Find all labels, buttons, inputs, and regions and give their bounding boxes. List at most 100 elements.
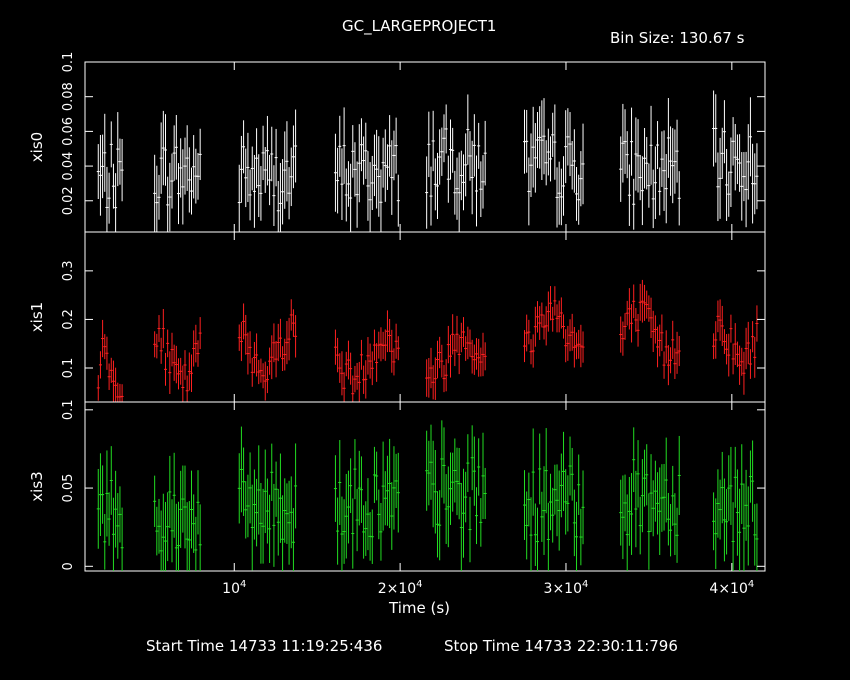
data-point bbox=[246, 332, 250, 375]
data-point bbox=[109, 121, 113, 168]
data-point bbox=[161, 493, 165, 571]
data-point bbox=[457, 447, 461, 520]
data-point bbox=[559, 297, 563, 329]
data-point bbox=[252, 341, 256, 374]
data-point bbox=[385, 310, 389, 353]
data-point bbox=[289, 476, 293, 549]
data-point bbox=[161, 110, 165, 186]
data-point bbox=[283, 478, 287, 543]
data-point bbox=[538, 106, 542, 169]
y-axis-label: xis3 bbox=[28, 471, 46, 501]
data-point bbox=[362, 505, 366, 559]
data-point bbox=[257, 445, 261, 535]
data-point bbox=[181, 365, 185, 402]
data-point bbox=[185, 125, 189, 191]
panel-xis1: 0.1 0.2 0.3 xis1 bbox=[28, 231, 766, 403]
data-point bbox=[625, 300, 629, 326]
data-point bbox=[744, 151, 748, 228]
data-point bbox=[153, 475, 157, 527]
data-point bbox=[429, 424, 433, 500]
data-point bbox=[627, 288, 631, 330]
x-tick-label: 104 bbox=[222, 579, 246, 597]
data-point bbox=[481, 332, 485, 377]
data-point bbox=[714, 94, 718, 163]
data-point bbox=[546, 502, 550, 571]
data-point bbox=[540, 491, 544, 542]
data-point bbox=[479, 498, 483, 547]
data-point bbox=[375, 451, 379, 501]
data-point bbox=[338, 440, 342, 525]
data-point bbox=[442, 365, 446, 393]
data-point bbox=[444, 359, 448, 392]
data-point bbox=[285, 321, 289, 365]
data-point bbox=[729, 446, 733, 525]
data-point bbox=[669, 504, 673, 557]
data-point bbox=[651, 480, 655, 537]
data-point bbox=[268, 154, 272, 206]
data-point bbox=[257, 154, 261, 218]
data-point bbox=[120, 384, 124, 402]
data-point bbox=[276, 181, 280, 232]
data-point bbox=[276, 323, 280, 362]
data-point bbox=[170, 153, 174, 209]
data-point bbox=[658, 467, 662, 555]
data-point bbox=[472, 114, 476, 177]
data-point bbox=[523, 470, 527, 540]
data-point bbox=[625, 494, 629, 571]
data-point bbox=[579, 508, 583, 566]
data-point bbox=[483, 467, 487, 520]
data-point bbox=[455, 447, 459, 516]
data-point bbox=[98, 134, 102, 216]
data-point bbox=[557, 300, 561, 333]
data-point bbox=[107, 363, 111, 390]
data-point bbox=[118, 138, 122, 185]
data-point bbox=[346, 340, 350, 380]
data-point bbox=[185, 502, 189, 571]
data-point bbox=[394, 323, 398, 359]
data-point bbox=[619, 136, 623, 202]
data-point bbox=[630, 107, 634, 176]
data-point bbox=[377, 489, 381, 540]
data-point bbox=[466, 434, 470, 492]
data-point bbox=[738, 345, 742, 385]
data-point bbox=[118, 383, 122, 402]
data-point bbox=[557, 470, 561, 551]
data-point bbox=[525, 109, 529, 173]
data-point bbox=[429, 166, 433, 226]
data-point bbox=[396, 452, 400, 533]
data-point bbox=[564, 329, 568, 363]
data-point bbox=[281, 159, 285, 225]
data-point bbox=[116, 493, 120, 559]
data-point bbox=[283, 338, 287, 371]
data-point bbox=[744, 327, 748, 370]
data-point bbox=[459, 150, 463, 201]
y-tick-label: 0.02 bbox=[61, 186, 76, 215]
data-point bbox=[179, 470, 183, 548]
data-point bbox=[753, 504, 757, 566]
data-point bbox=[733, 123, 737, 191]
data-point bbox=[553, 464, 557, 515]
data-point bbox=[536, 111, 540, 168]
data-point bbox=[531, 106, 535, 188]
start-time-label: Start Time 14733 11:19:25:436 bbox=[146, 637, 383, 655]
data-point bbox=[181, 465, 185, 533]
data-point bbox=[96, 468, 100, 549]
data-point bbox=[174, 503, 178, 571]
data-point bbox=[170, 499, 174, 563]
data-point bbox=[364, 360, 368, 399]
data-point bbox=[289, 299, 293, 331]
data-point bbox=[634, 470, 638, 548]
data-point bbox=[718, 299, 722, 341]
data-point bbox=[259, 358, 263, 383]
y-tick-label: 0.3 bbox=[61, 261, 76, 282]
data-point bbox=[246, 132, 250, 203]
data-point bbox=[98, 351, 102, 379]
data-point bbox=[660, 314, 664, 352]
data-point bbox=[564, 469, 568, 535]
data-point bbox=[442, 427, 446, 504]
data-point bbox=[379, 169, 383, 232]
data-point bbox=[643, 128, 647, 189]
data-point bbox=[643, 284, 647, 321]
data-point bbox=[359, 339, 363, 370]
data-point bbox=[291, 309, 295, 337]
